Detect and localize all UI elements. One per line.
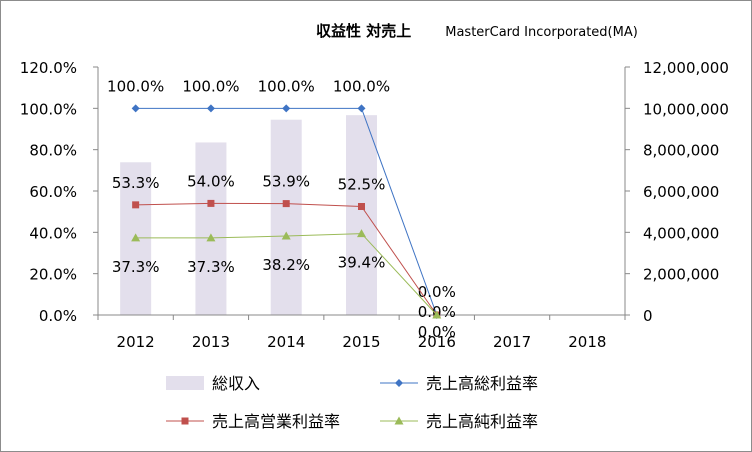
legend-marker [394,416,404,425]
right-tick-label: 4,000,000 [643,224,719,242]
left-tick-label: 0.0% [39,307,77,325]
bar-2013 [195,142,227,315]
series-point-3 [357,229,366,238]
right-tick-label: 0 [643,307,653,325]
legend-marker [395,379,403,387]
series-point-1 [131,104,140,113]
data-label: 53.9% [262,173,310,191]
x-tick-label: 2012 [117,333,155,351]
series-point-2 [282,200,290,208]
series-point-2 [358,203,365,210]
legend-swatch-bar [166,376,204,390]
chart-title-main: 収益性 対売上 [316,22,412,40]
data-label: 38.2% [262,256,310,274]
right-tick-label: 10,000,000 [643,100,729,118]
series-point-2 [132,201,140,209]
x-tick-label: 2013 [192,333,230,351]
x-tick-label: 2016 [418,333,456,351]
legend-label: 総収入 [212,374,260,393]
right-tick-label: 12,000,000 [643,59,729,77]
series-point-3 [206,233,216,242]
left-tick-label: 20.0% [29,266,77,284]
right-tick-label: 8,000,000 [643,142,719,160]
left-tick-label: 60.0% [29,183,77,201]
data-label: 100.0% [182,77,239,95]
right-tick-label: 2,000,000 [643,266,719,284]
data-label: 52.5% [338,176,386,194]
data-label: 39.4% [338,254,386,272]
data-label: 100.0% [258,77,315,95]
series-point-2 [207,199,215,207]
series-point-1 [357,104,366,113]
bar-2015 [346,115,377,315]
series-point-3 [281,231,291,240]
chart-title-company: MasterCard Incorporated(MA) [445,25,638,40]
legend-label: 売上高営業利益率 [212,412,340,431]
legend-label: 売上高総利益率 [426,374,538,393]
data-label: 100.0% [107,77,164,95]
x-tick-label: 2015 [342,333,380,351]
data-label: 0.0% [418,323,456,341]
legend-label: 売上高純利益率 [426,412,538,431]
x-tick-label: 2014 [267,333,305,351]
chart-title: 収益性 対売上 MasterCard Incorporated(MA) [316,20,638,42]
series-point-1 [282,104,291,113]
bar-2014 [270,119,302,315]
right-tick-label: 6,000,000 [643,183,719,201]
series-point-1 [206,104,215,113]
series-point-3 [432,310,442,319]
x-tick-label: 2017 [493,333,531,351]
x-tick-label: 2018 [568,333,606,351]
data-label: 53.3% [112,174,160,192]
left-tick-label: 80.0% [29,142,77,160]
left-tick-label: 120.0% [20,59,77,77]
series-point-3 [131,233,141,242]
left-tick-label: 40.0% [29,224,77,242]
left-tick-label: 100.0% [20,100,77,118]
data-label: 37.3% [187,258,235,276]
data-label: 37.3% [112,258,160,276]
data-label: 0.0% [418,283,456,301]
legend-marker [181,417,189,425]
data-label: 100.0% [333,77,390,95]
data-label: 54.0% [187,172,235,190]
